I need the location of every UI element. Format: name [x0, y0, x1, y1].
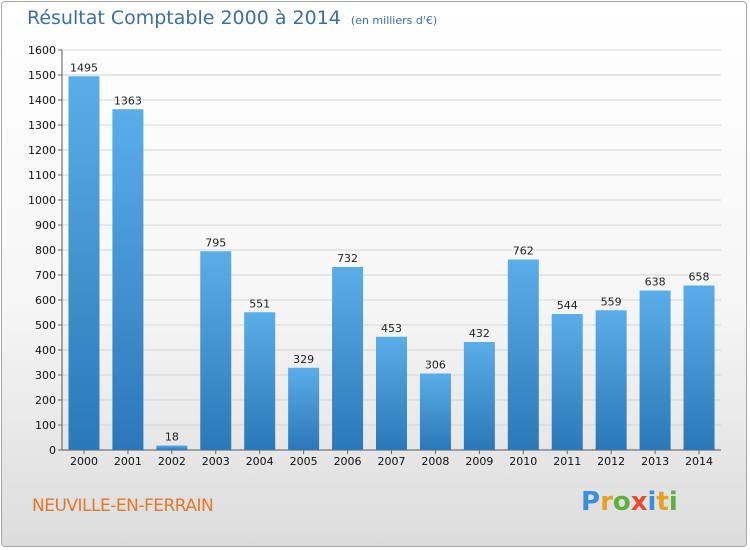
x-tick-label: 2001 [114, 455, 142, 468]
x-tick-label: 2006 [334, 455, 362, 468]
bar [156, 445, 188, 450]
bar-value-label: 762 [513, 245, 534, 258]
bar [200, 251, 232, 450]
y-tick-label: 1200 [28, 144, 56, 157]
y-tick-label: 700 [35, 269, 56, 282]
y-tick-label: 800 [35, 244, 56, 257]
x-tick-label: 2002 [158, 455, 186, 468]
bar [639, 290, 671, 450]
x-tick-label: 2000 [70, 455, 98, 468]
y-tick-label: 1100 [28, 169, 56, 182]
bar [551, 314, 583, 450]
bar-value-label: 658 [689, 271, 710, 284]
bar [376, 336, 407, 450]
x-tick-label: 2003 [202, 455, 230, 468]
bar-value-label: 551 [249, 297, 270, 310]
chart-title-text: Résultat Comptable 2000 à 2014 [27, 7, 341, 29]
chart-unit: (en milliers d'€) [350, 14, 438, 27]
bar [419, 373, 451, 450]
y-tick-label: 1400 [28, 94, 56, 107]
y-tick-label: 100 [35, 419, 56, 432]
x-tick-label: 2014 [685, 455, 713, 468]
proxiti-logo: Proxiti [581, 487, 678, 517]
y-tick-label: 1600 [28, 44, 56, 57]
y-tick-label: 0 [49, 444, 56, 457]
bar-value-label: 559 [601, 295, 622, 308]
commune-name: NEUVILLE-EN-FERRAIN [32, 496, 214, 516]
bar-value-label: 306 [425, 359, 446, 372]
bar-value-label: 732 [337, 252, 358, 265]
y-tick-label: 200 [35, 394, 56, 407]
x-tick-label: 2013 [641, 455, 669, 468]
bar-value-label: 432 [469, 327, 490, 340]
x-tick-label: 2007 [378, 455, 406, 468]
x-tick-label: 2011 [553, 455, 581, 468]
y-tick-label: 300 [35, 369, 56, 382]
bar [332, 267, 364, 450]
bar-value-label: 1495 [70, 61, 98, 74]
y-tick-label: 600 [35, 294, 56, 307]
y-tick-label: 1000 [28, 194, 56, 207]
y-tick-label: 400 [35, 344, 56, 357]
x-tick-label: 2005 [290, 455, 318, 468]
x-tick-label: 2004 [246, 455, 274, 468]
chart-title: Résultat Comptable 2000 à 2014 (en millie… [27, 7, 437, 29]
y-tick-label: 500 [35, 319, 56, 332]
bar [244, 312, 276, 450]
bar-value-label: 638 [645, 276, 666, 289]
y-tick-label: 900 [35, 219, 56, 232]
bar [68, 76, 100, 450]
x-tick-label: 2009 [465, 455, 493, 468]
bar [507, 259, 539, 450]
bar [595, 310, 627, 450]
x-tick-label: 2012 [597, 455, 625, 468]
bar-value-label: 544 [557, 299, 578, 312]
x-tick-label: 2008 [421, 455, 449, 468]
bar [683, 285, 715, 450]
bar-value-label: 329 [293, 353, 314, 366]
bar-value-label: 18 [165, 431, 179, 444]
bar [112, 109, 144, 450]
bar-value-label: 453 [381, 322, 402, 335]
bar-value-label: 1363 [114, 94, 142, 107]
bar-value-label: 795 [205, 236, 226, 249]
bar [288, 367, 320, 450]
bar [463, 342, 495, 450]
x-tick-label: 2010 [509, 455, 537, 468]
y-tick-label: 1500 [28, 69, 56, 82]
y-tick-label: 1300 [28, 119, 56, 132]
